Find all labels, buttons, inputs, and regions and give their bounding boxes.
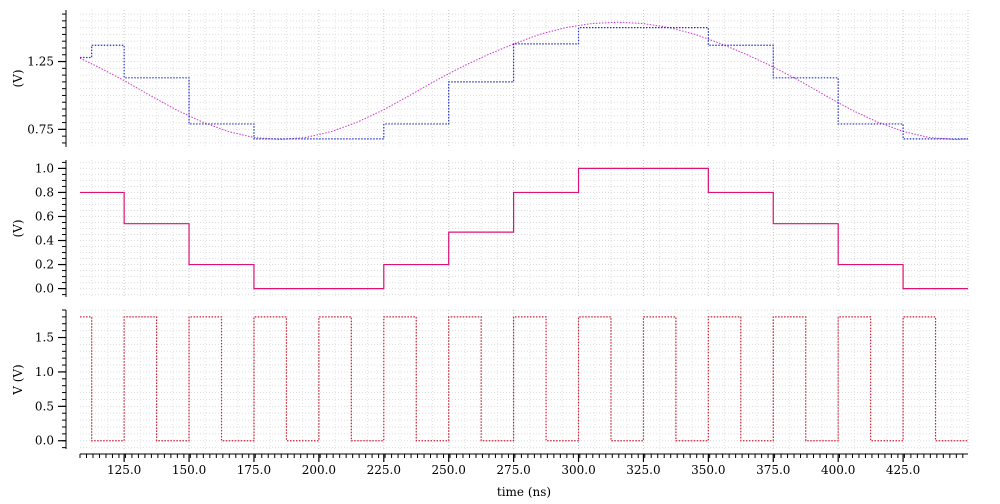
panel-middle: 0.0 0.2 0.4 0.6 0.8 1.0 (V) xyxy=(11,160,969,297)
y-axis-title: V (V) xyxy=(11,364,25,396)
y-tick-label: 0.75 xyxy=(27,122,54,136)
x-tick-label: 400.0 xyxy=(821,463,855,477)
x-axis-title: time (ns) xyxy=(497,485,551,499)
series-line-middle-0 xyxy=(80,167,968,290)
x-tick-label: 250.0 xyxy=(432,463,466,477)
series-line-bottom-0 xyxy=(80,316,968,442)
series-line-top-0 xyxy=(79,21,969,141)
x-tick-label: 425.0 xyxy=(886,463,920,477)
panel-top: 0.75 1.25(V) xyxy=(11,10,969,147)
y-tick-label: 1.0 xyxy=(35,161,54,175)
x-tick-label: 375.0 xyxy=(756,463,790,477)
x-tick-label: 225.0 xyxy=(367,463,401,477)
x-tick-label: 150.0 xyxy=(172,463,206,477)
x-tick-label: 125.0 xyxy=(107,463,141,477)
y-tick-label: 0.5 xyxy=(35,399,54,413)
y-tick-label: 0.8 xyxy=(35,185,54,199)
y-tick-label: 0.4 xyxy=(35,234,54,248)
y-axis-title: (V) xyxy=(11,69,25,87)
y-tick-label: 0.0 xyxy=(35,434,54,448)
panel-bottom: 0.0 0.5 1.0 1.5 V (V) xyxy=(11,309,969,449)
y-tick-label: 0.6 xyxy=(35,209,54,223)
x-tick-label: 200.0 xyxy=(302,463,336,477)
x-tick-label: 275.0 xyxy=(496,463,530,477)
y-tick-label: 0.0 xyxy=(35,282,54,296)
y-tick-label: 1.25 xyxy=(27,55,54,69)
x-tick-label: 325.0 xyxy=(626,463,660,477)
x-tick-label: 175.0 xyxy=(237,463,271,477)
x-tick-label: 350.0 xyxy=(691,463,725,477)
y-axis-title: (V) xyxy=(11,219,25,237)
x-tick-label: 300.0 xyxy=(561,463,595,477)
y-tick-label: 1.0 xyxy=(35,365,54,379)
y-tick-label: 0.2 xyxy=(35,258,54,272)
y-tick-label: 1.5 xyxy=(35,331,54,345)
